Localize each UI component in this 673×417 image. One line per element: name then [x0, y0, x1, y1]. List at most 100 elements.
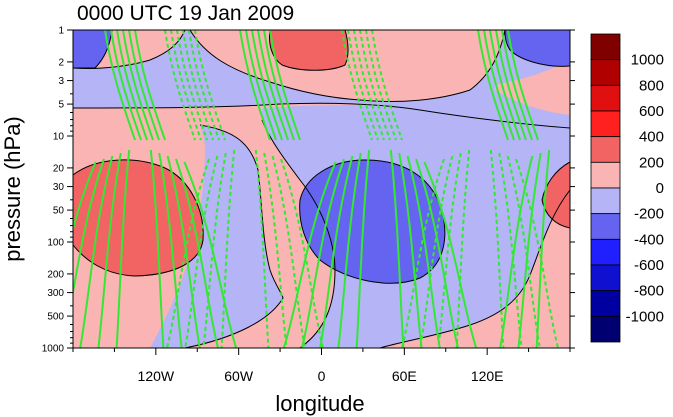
- y-tick-label: 50: [53, 206, 65, 217]
- green-contour-solid: [489, 30, 521, 141]
- green-contour-solid: [495, 30, 527, 141]
- green-contour-dashed: [188, 30, 220, 141]
- region-positive-moderate-right: [542, 162, 570, 228]
- green-contour-solid: [282, 161, 478, 348]
- colorbar-label: 0: [656, 180, 664, 197]
- y-tick-label: 1: [58, 26, 64, 37]
- colorbar-swatch: [590, 187, 621, 215]
- colorbar-swatch: [590, 110, 621, 138]
- green-contour-solid: [507, 30, 539, 141]
- shaded-field: [73, 30, 570, 348]
- colorbar-swatch: [590, 136, 621, 163]
- green-contour-solid: [79, 155, 201, 348]
- x-tick-label: 0: [318, 368, 326, 384]
- green-contour-solid: [501, 30, 533, 141]
- shaded-field-contour: [261, 119, 336, 348]
- green-contour-solid: [116, 30, 148, 141]
- colorbar-label: 600: [639, 103, 664, 120]
- green-contour-solid: [115, 149, 165, 348]
- green-contour-solid: [301, 158, 459, 348]
- green-contour-overlay: [73, 30, 570, 348]
- green-contour-dashed: [371, 30, 403, 141]
- green-contour-solid: [517, 152, 542, 348]
- colorbar-label: -1000: [626, 308, 664, 325]
- green-contour-solid: [97, 152, 183, 348]
- green-contour-solid: [477, 30, 509, 141]
- green-contour-solid: [239, 30, 271, 141]
- colorbar-swatch: [590, 33, 621, 61]
- colorbar-swatch: [590, 59, 621, 86]
- green-contour-solid: [535, 149, 570, 348]
- y-tick-label: 300: [47, 288, 64, 299]
- colorbar-label: -400: [634, 231, 664, 248]
- green-contour-dashed: [365, 30, 397, 141]
- colorbar-label: 1000: [631, 52, 664, 69]
- colorbar-swatch: [590, 315, 621, 343]
- green-contour-solid: [499, 155, 534, 348]
- x-tick-label: 120E: [471, 368, 504, 384]
- green-contour-solid: [245, 30, 277, 141]
- green-contour-dashed: [184, 155, 306, 348]
- green-contour-dashed: [194, 30, 226, 141]
- green-contour-dashed: [176, 30, 208, 141]
- shaded-field-contour: [269, 30, 349, 71]
- y-tick-label: 20: [53, 163, 65, 174]
- green-contour-dashed: [170, 30, 202, 141]
- chart-title: 0000 UTC 19 Jan 2009: [77, 2, 294, 25]
- green-contour-dashed: [182, 30, 214, 141]
- shaded-field-contour: [73, 159, 204, 277]
- green-contour-dashed: [419, 155, 541, 348]
- green-contour-solid: [257, 30, 289, 141]
- colorbar-label: 200: [639, 154, 664, 171]
- colorbar-label: 400: [639, 129, 664, 146]
- green-contour-solid: [337, 152, 423, 348]
- colorbar-swatch: [590, 264, 621, 292]
- colorbar-swatch: [590, 161, 621, 189]
- colorbar-label: -200: [634, 206, 664, 223]
- y-tick-label: 5: [58, 100, 64, 111]
- x-tick-label: 60E: [392, 368, 417, 384]
- green-contour-solid: [355, 149, 405, 348]
- colorbar-label: -600: [634, 257, 664, 274]
- colorbar-label: 800: [639, 77, 664, 94]
- plot-area: [73, 30, 570, 348]
- green-contour-dashed: [341, 30, 373, 141]
- y-tick-label: 2: [58, 57, 64, 68]
- region-negative-weak-upper: [73, 30, 570, 128]
- colorbar-swatch: [590, 290, 621, 317]
- x-axis-label: longitude: [275, 391, 364, 416]
- colorbar-swatch: [590, 84, 621, 112]
- green-contour-dashed: [359, 30, 391, 141]
- x-axis: 120W 60W 0 60E 120E: [72, 348, 571, 384]
- green-contour-solid: [128, 30, 160, 141]
- region-positive-moderate-top: [269, 30, 349, 71]
- y-tick-label: 30: [53, 182, 65, 193]
- green-contour-solid: [73, 158, 219, 348]
- colorbar-swatch: [590, 213, 621, 240]
- colorbar: 1000 800 600 400 200 0 -200 -400 -600 -800 -1000: [590, 33, 664, 343]
- green-contour-dashed: [202, 152, 288, 348]
- y-tick-label: 3: [58, 76, 64, 87]
- y-axis: 1 2 3 5 10 20 30 50 100 200 300 500 1000: [42, 26, 575, 355]
- shaded-field-contour: [541, 161, 570, 229]
- green-contour-solid: [104, 30, 136, 141]
- green-contour-dashed: [347, 30, 379, 141]
- green-contour-dashed: [437, 152, 523, 348]
- green-contour-solid: [263, 30, 295, 141]
- colorbar-swatch: [590, 238, 621, 266]
- green-contour-solid: [319, 155, 441, 348]
- green-contour-solid: [269, 30, 301, 141]
- x-tick-label: 120W: [138, 368, 175, 384]
- x-tick-label: 60W: [224, 368, 254, 384]
- region-negative-moderate-center: [299, 160, 445, 284]
- green-contour-dashed: [220, 149, 270, 348]
- green-contour-dashed: [455, 149, 505, 348]
- y-tick-label: 10: [53, 132, 65, 143]
- green-contour-solid: [110, 30, 142, 141]
- green-contour-dashed: [353, 30, 385, 141]
- colorbar-label: -800: [634, 283, 664, 300]
- shaded-field-contour: [504, 30, 570, 67]
- shaded-field-contour: [299, 159, 446, 284]
- green-contour-solid: [251, 30, 283, 141]
